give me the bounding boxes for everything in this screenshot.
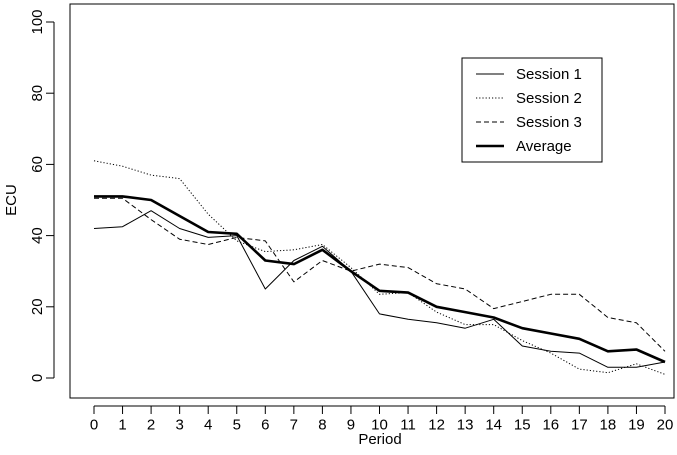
x-tick-label: 20: [657, 416, 674, 433]
x-axis-title: Period: [358, 431, 401, 448]
series-layer: [93, 160, 666, 375]
y-axis-title: ECU: [3, 184, 20, 216]
x-tick-label: 9: [347, 416, 355, 433]
x-tick-label: 17: [571, 416, 588, 433]
x-axis: 0 1 2 3 4 5 6 7 8 9 10 11 12 13 14 15 16 17 18 19 20: [90, 405, 674, 433]
y-tick-label: 60: [29, 156, 46, 173]
x-tick-label: 16: [542, 416, 559, 433]
legend-box: [461, 57, 603, 163]
legend-label: Average: [516, 138, 572, 155]
x-tick-label: 7: [290, 416, 298, 433]
y-tick-label: 40: [29, 227, 46, 244]
x-tick-label: 10: [371, 416, 388, 433]
series-line-session-2: [93, 160, 666, 375]
x-tick-label: 8: [318, 416, 326, 433]
plot-frame: [69, 3, 675, 399]
x-tick-label: 6: [261, 416, 269, 433]
x-tick-label: 11: [400, 416, 416, 433]
x-tick-label: 4: [204, 416, 212, 433]
x-tick-label: 3: [175, 416, 183, 433]
y-axis: 0 20 40 60 80 100: [29, 9, 55, 382]
y-tick-label: 80: [29, 85, 46, 102]
legend-label: Session 1: [516, 66, 582, 83]
x-tick-label: 15: [514, 416, 531, 433]
x-tick-label: 14: [485, 416, 502, 433]
y-tick-label: 20: [29, 298, 46, 315]
x-tick-label: 12: [428, 416, 445, 433]
x-tick-label: 2: [147, 416, 155, 433]
series-line-session-3: [94, 197, 666, 352]
y-tick-label: 0: [29, 374, 46, 382]
series-line-session-1: [93, 210, 666, 368]
x-tick-label: 5: [233, 416, 241, 433]
series-line-average: [94, 195, 666, 364]
y-tick-label: 100: [29, 9, 46, 34]
x-tick-label: 18: [600, 416, 617, 433]
legend: Session 1 Session 2 Session 3 Average: [461, 57, 603, 163]
x-tick-label: 13: [457, 416, 474, 433]
legend-label: Session 2: [516, 90, 582, 107]
x-tick-label: 19: [628, 416, 645, 433]
x-tick-label: 0: [90, 416, 98, 433]
x-tick-label: 1: [118, 416, 126, 433]
legend-label: Session 3: [516, 114, 582, 131]
